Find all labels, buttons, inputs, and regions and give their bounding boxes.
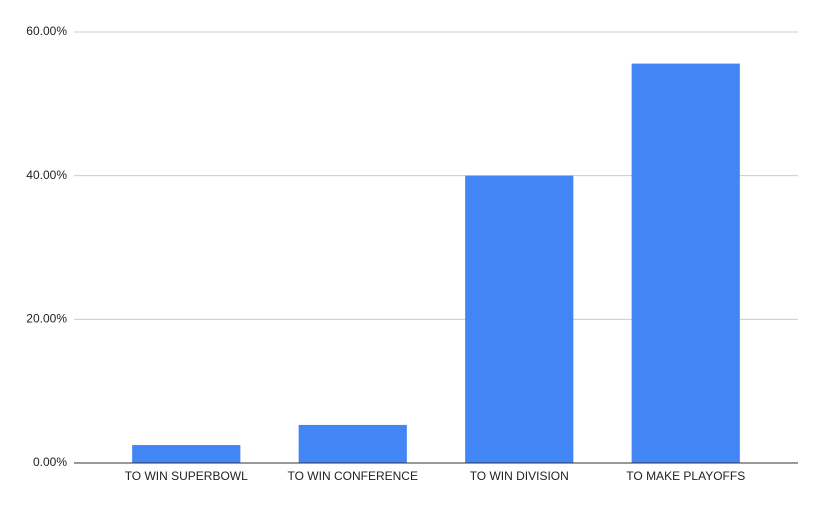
y-tick-label: 20.00% [26,312,67,326]
bar [132,445,241,463]
x-tick-label: TO WIN CONFERENCE [288,469,418,483]
bar [631,63,740,464]
x-tick-label: TO WIN DIVISION [470,469,569,483]
bar [298,424,407,463]
x-tick-label: TO MAKE PLAYOFFS [626,469,745,483]
y-tick-label: 0.00% [33,455,67,469]
y-tick-label: 60.00% [26,24,67,38]
y-tick-label: 40.00% [26,168,67,182]
x-tick-label: TO WIN SUPERBOWL [125,469,248,483]
bar [465,175,574,463]
